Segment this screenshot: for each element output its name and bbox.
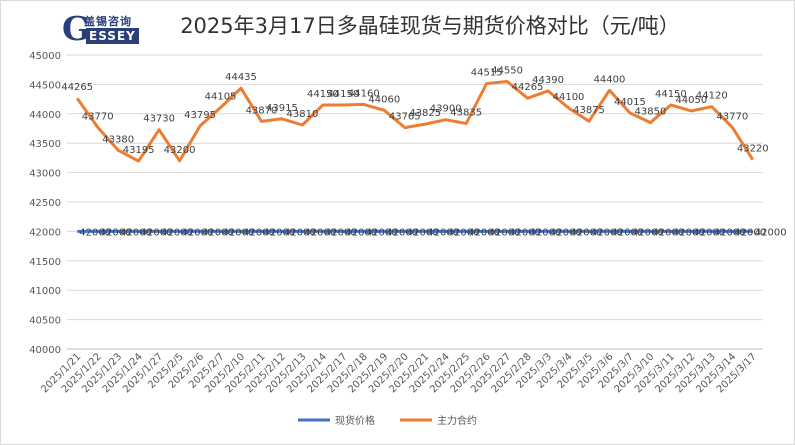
data-label: 44120 — [696, 91, 728, 102]
data-label: 42000 — [734, 227, 766, 238]
chart-title: 2025年3月17日多晶硅现货与期货价格对比（元/吨） — [180, 14, 680, 38]
data-label: 42000 — [243, 227, 275, 238]
data-label: 44150 — [327, 89, 359, 100]
data-label: 44105 — [205, 92, 237, 103]
data-label: 43200 — [164, 145, 196, 156]
data-label: 44400 — [594, 74, 626, 85]
data-label: 43850 — [635, 107, 667, 118]
data-label: 44060 — [368, 94, 400, 105]
logo-letter: G — [62, 9, 91, 48]
data-label: 42000 — [427, 227, 459, 238]
data-label: 42000 — [530, 227, 562, 238]
data-label: 42000 — [325, 227, 357, 238]
legend-label-1: 主力合约 — [437, 414, 477, 427]
data-label: 42000 — [468, 227, 500, 238]
data-label: 44150 — [655, 89, 687, 100]
data-label: 42000 — [652, 227, 684, 238]
y-tick-label: 40500 — [29, 316, 61, 327]
data-label: 43795 — [184, 110, 216, 121]
data-label: 42000 — [120, 227, 152, 238]
data-label: 44160 — [348, 88, 380, 99]
data-label: 43770 — [82, 111, 114, 122]
logo-chinese-name: 盖锡咨询 — [84, 15, 132, 28]
data-label: 44050 — [675, 95, 707, 106]
logo-english-name: ESSEY — [86, 28, 139, 44]
data-label: 43915 — [266, 103, 298, 114]
y-tick-label: 42000 — [29, 227, 61, 238]
data-label: 44150 — [307, 89, 339, 100]
data-label: 42000 — [79, 227, 111, 238]
y-tick-label: 43000 — [29, 169, 61, 180]
data-label: 43870 — [246, 105, 278, 116]
data-label: 44550 — [491, 65, 523, 76]
data-label: 44265 — [512, 82, 544, 93]
data-label: 43875 — [573, 105, 605, 116]
data-label: 42000 — [407, 227, 439, 238]
data-label: 42000 — [100, 227, 132, 238]
data-label: 42000 — [714, 227, 746, 238]
series-line-1 — [75, 80, 755, 163]
data-label: 43770 — [716, 111, 748, 122]
data-label: 42000 — [632, 227, 664, 238]
data-label: 43380 — [102, 134, 134, 145]
data-label: 44515 — [471, 68, 503, 79]
data-label: 42000 — [161, 227, 193, 238]
data-label: 43730 — [143, 114, 175, 125]
data-label: 43195 — [123, 145, 155, 156]
data-label: 42000 — [611, 227, 643, 238]
data-label: 42000 — [345, 227, 377, 238]
y-tick-label: 44000 — [29, 110, 61, 121]
data-label: 42000 — [304, 227, 336, 238]
data-label: 42000 — [673, 227, 705, 238]
data-label: 42000 — [591, 227, 623, 238]
y-tick-label: 45000 — [29, 51, 61, 62]
y-tick-label: 44500 — [29, 80, 61, 91]
legend-label-0: 现货价格 — [335, 414, 375, 427]
data-label: 42000 — [366, 227, 398, 238]
y-tick-label: 40000 — [29, 345, 61, 356]
data-label: 44390 — [532, 75, 564, 86]
data-label: 44100 — [553, 92, 585, 103]
data-label: 44265 — [61, 82, 93, 93]
data-label: 42000 — [182, 227, 214, 238]
data-label: 43810 — [287, 109, 319, 120]
data-label: 44015 — [614, 97, 646, 108]
data-label: 42000 — [263, 227, 295, 238]
data-label: 42000 — [284, 227, 316, 238]
data-label: 42000 — [571, 227, 603, 238]
data-label: 42000 — [141, 227, 173, 238]
data-label: 44435 — [225, 72, 257, 83]
data-label: 43825 — [409, 108, 441, 119]
y-tick-label: 43500 — [29, 139, 61, 150]
data-label: 42000 — [550, 227, 582, 238]
data-label: 42000 — [489, 227, 521, 238]
data-label: 43900 — [430, 104, 462, 115]
brand-logo: G 盖锡咨询 ESSEY — [62, 12, 142, 46]
data-label: 43220 — [737, 144, 769, 155]
data-label: 42000 — [223, 227, 255, 238]
y-tick-label: 42500 — [29, 198, 61, 209]
y-tick-label: 41000 — [29, 286, 61, 297]
data-label: 42000 — [448, 227, 480, 238]
data-label: 42000 — [755, 227, 787, 238]
y-tick-label: 41500 — [29, 257, 61, 268]
data-label: 42000 — [386, 227, 418, 238]
data-label: 43765 — [389, 112, 421, 123]
data-label: 42000 — [202, 227, 234, 238]
data-label: 42000 — [693, 227, 725, 238]
data-label: 43835 — [450, 108, 482, 119]
data-label: 42000 — [509, 227, 541, 238]
